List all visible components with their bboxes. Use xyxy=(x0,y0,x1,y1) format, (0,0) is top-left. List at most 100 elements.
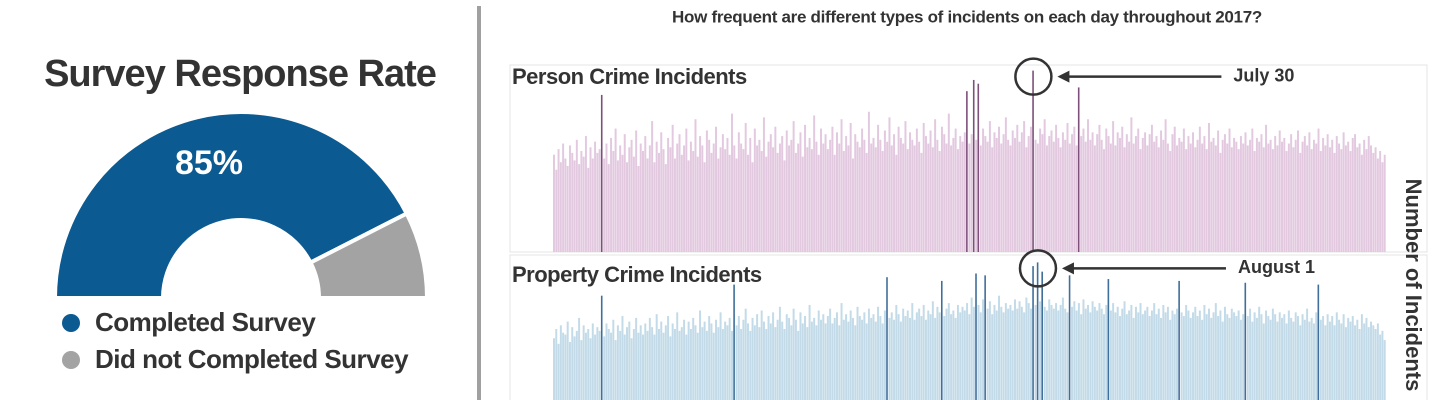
bar xyxy=(1141,314,1144,400)
bar xyxy=(1045,310,1048,400)
bar xyxy=(1187,136,1190,252)
bar xyxy=(1233,137,1236,252)
bar xyxy=(861,128,864,252)
bar xyxy=(883,310,886,400)
bar xyxy=(657,329,660,400)
bar xyxy=(689,141,692,252)
bar xyxy=(847,321,850,400)
bar xyxy=(1061,132,1064,252)
bar xyxy=(1192,312,1194,400)
bar xyxy=(1169,151,1172,252)
bar xyxy=(895,304,898,400)
bar xyxy=(849,122,852,252)
bar xyxy=(1283,314,1286,400)
arrow-head xyxy=(1057,70,1070,83)
bar xyxy=(1255,317,1258,400)
bar xyxy=(1201,143,1204,252)
bar xyxy=(1374,329,1377,400)
gauge-segment xyxy=(307,210,430,300)
bar xyxy=(749,137,752,252)
y-axis-label: Number of Incidents xyxy=(1401,179,1426,392)
bar xyxy=(671,124,674,252)
bar xyxy=(694,119,697,252)
bar xyxy=(1363,323,1366,400)
bar xyxy=(726,137,729,252)
bar xyxy=(897,314,900,400)
bar xyxy=(956,304,959,400)
annotation-label: July 30 xyxy=(1233,65,1294,85)
bar xyxy=(1296,316,1299,400)
bar xyxy=(829,139,832,252)
bar xyxy=(1287,143,1290,252)
bar xyxy=(751,317,754,400)
bar xyxy=(922,304,925,400)
bar xyxy=(886,141,889,252)
bar xyxy=(1344,327,1347,400)
bar xyxy=(867,308,870,400)
bar xyxy=(1082,299,1085,400)
bar xyxy=(1335,312,1338,400)
bar xyxy=(929,130,932,252)
bar xyxy=(772,147,775,252)
bar xyxy=(1244,282,1247,400)
bar xyxy=(610,332,613,400)
bar xyxy=(728,317,731,400)
bar xyxy=(877,124,880,252)
bar xyxy=(667,316,670,400)
bar xyxy=(790,325,793,400)
bar xyxy=(1068,275,1071,400)
bar xyxy=(1041,134,1044,252)
bar xyxy=(642,151,644,252)
bar xyxy=(1219,310,1222,400)
bar xyxy=(1198,310,1201,400)
bar xyxy=(801,323,804,400)
bar xyxy=(575,139,578,252)
bar xyxy=(902,143,905,252)
bar xyxy=(1379,334,1382,400)
bar xyxy=(959,136,962,252)
bar xyxy=(637,332,640,400)
bar xyxy=(692,151,695,252)
bar xyxy=(817,154,820,252)
bar xyxy=(1180,141,1183,252)
bar xyxy=(1246,145,1249,252)
bar xyxy=(584,332,587,400)
bar xyxy=(699,136,702,252)
bar xyxy=(822,143,825,252)
bar xyxy=(1306,308,1309,400)
bar xyxy=(632,329,635,400)
bar xyxy=(1173,314,1176,400)
bar xyxy=(1182,316,1185,400)
bar xyxy=(1116,306,1119,400)
bar xyxy=(1016,308,1019,400)
bar xyxy=(1221,139,1224,252)
bar xyxy=(842,151,845,252)
bar xyxy=(1166,306,1169,400)
bar xyxy=(628,147,631,252)
bar xyxy=(1045,145,1048,252)
bar xyxy=(950,314,953,400)
bar xyxy=(1128,141,1131,252)
bar xyxy=(1237,310,1240,400)
bar xyxy=(596,152,599,252)
bar xyxy=(888,117,891,252)
bar xyxy=(756,314,759,400)
bar xyxy=(897,126,900,252)
bar xyxy=(669,147,672,252)
bar xyxy=(1036,262,1039,400)
legend-marker xyxy=(62,314,80,332)
bar xyxy=(1014,299,1016,400)
bar xyxy=(1308,132,1311,252)
bar xyxy=(895,154,898,252)
bar xyxy=(717,158,720,252)
bar xyxy=(813,115,816,253)
bar xyxy=(820,128,822,252)
bar xyxy=(566,321,569,400)
bar xyxy=(865,152,868,252)
bar xyxy=(589,147,592,252)
bar xyxy=(1029,308,1032,400)
bar xyxy=(1009,304,1012,400)
bar xyxy=(1315,312,1318,400)
bar xyxy=(893,319,896,400)
bar xyxy=(961,306,964,400)
